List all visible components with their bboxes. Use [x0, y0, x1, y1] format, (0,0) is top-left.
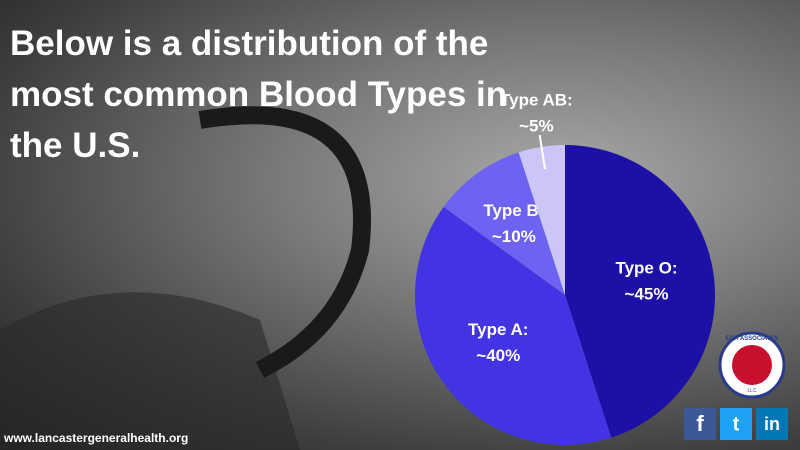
facebook-label: f [696, 411, 704, 436]
facebook-icon[interactable] [684, 408, 716, 440]
slice-label: Type B: [483, 201, 544, 220]
pie-slice [415, 206, 612, 445]
leader-line [538, 134, 547, 170]
social-icons: f t in [684, 408, 788, 440]
title: Below is a distribution of the most comm… [10, 24, 508, 165]
slice-label: Type A: [468, 320, 528, 339]
logo-text: EGA ASSOCIATES [726, 336, 779, 342]
logo: EGA ASSOCIATES LLC [718, 331, 786, 399]
logo-text: LLC [747, 388, 757, 394]
value-label: ~10% [492, 227, 536, 246]
twitter-label: t [733, 413, 740, 435]
linkedin-label: in [764, 414, 780, 434]
value-label: ~45% [625, 285, 669, 304]
value-label: ~5% [519, 117, 554, 136]
linkedin-icon[interactable] [756, 408, 788, 440]
background-shape [0, 292, 300, 450]
slice-label: Type AB: [500, 91, 573, 110]
slice-label: Type O: [615, 259, 677, 278]
pie-slice [518, 145, 565, 295]
pie-slice [565, 145, 715, 438]
pie-slice [443, 152, 565, 295]
background-tube [198, 106, 371, 379]
twitter-icon[interactable] [720, 408, 752, 440]
value-label: ~40% [476, 346, 520, 365]
source: www.lancastergeneralhealth.org [3, 431, 188, 445]
